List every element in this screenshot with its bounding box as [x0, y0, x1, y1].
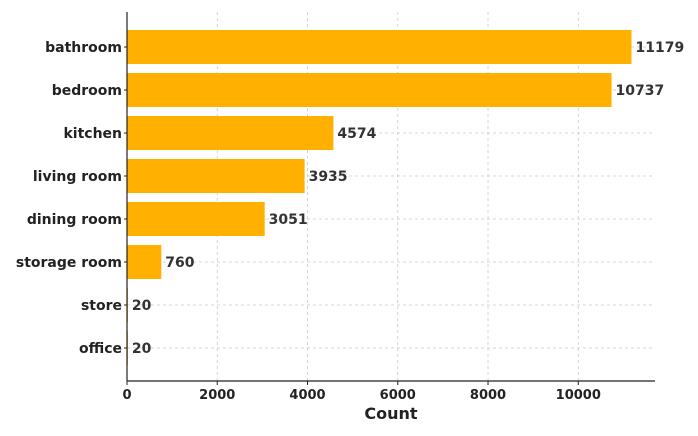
- x-tick-label: 6000: [380, 388, 416, 403]
- bars-layer: [127, 30, 632, 365]
- bar: [127, 73, 612, 107]
- category-label: bathroom: [45, 40, 122, 56]
- bar: [127, 202, 265, 236]
- category-label: bedroom: [52, 83, 122, 99]
- bar: [127, 30, 632, 64]
- x-tick-label: 0: [122, 388, 131, 403]
- category-label: store: [81, 298, 122, 314]
- category-label: living room: [33, 169, 122, 185]
- x-tick-label: 10000: [556, 388, 601, 403]
- bar: [127, 245, 162, 279]
- category-label: office: [79, 341, 122, 357]
- category-label: storage room: [16, 255, 122, 271]
- data-label: 4574: [337, 126, 376, 142]
- x-tick-label: 8000: [470, 388, 506, 403]
- data-label: 20: [132, 298, 152, 314]
- x-tick-label: 4000: [289, 388, 325, 403]
- labels-layer: bathroom 11179 bedroom 10737 kitchen 4574 livi…: [16, 40, 684, 357]
- data-label: 3051: [269, 212, 308, 228]
- bar: [127, 116, 334, 150]
- data-label: 3935: [309, 169, 348, 185]
- x-axis-title: Count: [364, 404, 418, 423]
- category-label: dining room: [27, 212, 122, 228]
- data-label: 20: [132, 341, 152, 357]
- grid-layer: [127, 12, 655, 381]
- data-label: 760: [165, 255, 194, 271]
- category-label: kitchen: [63, 126, 122, 142]
- x-axis-ticks: 0 2000 4000 6000 8000 10000: [122, 381, 601, 403]
- bar: [127, 159, 305, 193]
- x-tick-label: 2000: [199, 388, 235, 403]
- data-label: 10737: [616, 83, 665, 99]
- data-label: 11179: [635, 40, 684, 56]
